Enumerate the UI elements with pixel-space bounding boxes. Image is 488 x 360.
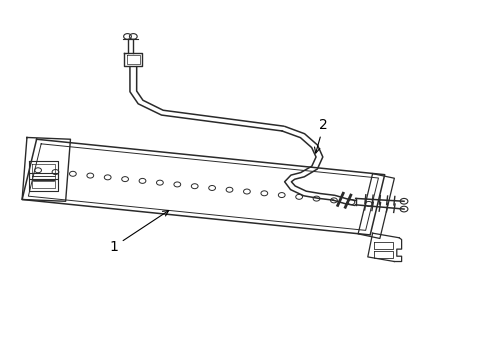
Text: 2: 2: [314, 118, 327, 153]
Text: 1: 1: [109, 211, 168, 254]
